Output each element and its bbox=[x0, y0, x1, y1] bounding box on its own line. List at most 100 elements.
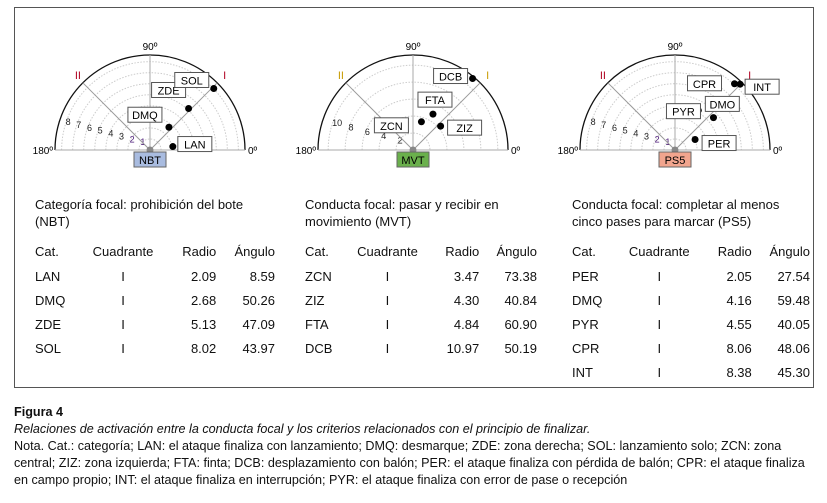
point-label-box bbox=[417, 91, 453, 108]
table-cell: 8.59 bbox=[249, 268, 275, 284]
data-table: Cat. Cuadrante Radio Ángulo PER I 2.05 27.54 DMQ… bbox=[572, 238, 810, 384]
angle-label-0: 0º bbox=[248, 146, 258, 157]
focal-label: PS5 bbox=[665, 155, 686, 167]
point-label-box bbox=[744, 78, 780, 95]
data-point bbox=[429, 110, 437, 118]
table-cell: 2.09 bbox=[190, 268, 217, 284]
table-cell: 73.38 bbox=[504, 268, 537, 284]
ring-label: 4 bbox=[381, 131, 386, 141]
table-cell: 4.16 bbox=[726, 292, 752, 308]
table-cell: I bbox=[657, 292, 662, 308]
panel-ps5: Conducta focal: completar al menos cinco… bbox=[572, 196, 810, 384]
point-label-box bbox=[704, 95, 740, 112]
table-cell: 48.06 bbox=[777, 340, 810, 356]
focal-box bbox=[396, 151, 430, 168]
point-label: INT bbox=[753, 82, 771, 94]
ring-label: 4 bbox=[108, 129, 113, 139]
ring-label: 6 bbox=[365, 127, 370, 137]
ring-label: 2 bbox=[655, 134, 660, 144]
ring-label: 8 bbox=[591, 117, 596, 127]
table-cell: I bbox=[121, 316, 125, 332]
table-cell: 43.97 bbox=[242, 340, 275, 356]
point-label-box bbox=[447, 119, 483, 136]
ring-label: 6 bbox=[87, 123, 92, 133]
table-cell: I bbox=[385, 316, 390, 332]
panel-nbt: Categoría focal: prohibición del bote (N… bbox=[35, 196, 275, 360]
table-row: DCB I 10.97 50.19 bbox=[305, 336, 537, 360]
table-cell: ZIZ bbox=[305, 292, 325, 308]
ring-label: 7 bbox=[601, 120, 606, 130]
quadrant-label-ii: II bbox=[338, 70, 344, 82]
table-row: ZDE I 5.13 47.09 bbox=[35, 312, 275, 336]
point-label: DCB bbox=[439, 72, 462, 84]
point-label-box bbox=[127, 106, 163, 123]
column-header: Ángulo bbox=[769, 243, 810, 259]
point-label: FTA bbox=[425, 95, 446, 107]
data-point bbox=[210, 84, 218, 92]
point-label-box bbox=[665, 103, 701, 120]
table-cell: DCB bbox=[305, 340, 333, 356]
column-header: Radio bbox=[445, 243, 480, 259]
table-cell: SOL bbox=[35, 340, 62, 356]
table-row: ZCN I 3.47 73.38 bbox=[305, 264, 537, 288]
table-cell: ZCN bbox=[305, 268, 332, 284]
table-cell: 8.06 bbox=[726, 340, 752, 356]
figure-caption: Figura 4 Relaciones de activación entre … bbox=[14, 404, 814, 489]
table-cell: 2.68 bbox=[190, 292, 217, 308]
table-cell: I bbox=[657, 340, 662, 356]
table-cell: 8.02 bbox=[190, 340, 217, 356]
data-point bbox=[437, 122, 445, 130]
point-label: DMQ bbox=[132, 110, 158, 122]
table-cell: 27.54 bbox=[777, 268, 810, 284]
table-row: DMQ I 2.68 50.26 bbox=[35, 288, 275, 312]
table-cell: INT bbox=[572, 364, 593, 380]
column-header: Radio bbox=[717, 243, 752, 259]
point-label-box bbox=[177, 136, 213, 153]
table-row: CPR I 8.06 48.06 bbox=[572, 336, 810, 360]
figure-note: Nota. Cat.: categoría; LAN: el ataque fi… bbox=[14, 439, 805, 487]
ring-label: 5 bbox=[623, 126, 628, 136]
figure-frame bbox=[14, 7, 814, 388]
grid-ring bbox=[608, 83, 742, 151]
table-row: PYR I 4.55 40.05 bbox=[572, 312, 810, 336]
table-cell: 4.84 bbox=[453, 316, 480, 332]
table-row: SOL I 8.02 43.97 bbox=[35, 336, 275, 360]
point-label: PER bbox=[708, 139, 731, 151]
column-header: Cuadrante bbox=[628, 243, 690, 259]
table-cell: FTA bbox=[305, 316, 329, 332]
ring-label: 3 bbox=[644, 131, 649, 141]
angle-label-90: 90º bbox=[668, 42, 683, 53]
ring-label: 3 bbox=[119, 131, 124, 141]
ring-label: 10 bbox=[332, 118, 342, 128]
table-cell: 50.26 bbox=[242, 292, 275, 308]
data-table: Cat. Cuadrante Radio Ángulo ZCN I 3.47 73.38 ZIZ… bbox=[305, 238, 537, 360]
quadrant-label-i: I bbox=[223, 70, 226, 82]
point-label: ZDE bbox=[158, 85, 180, 97]
angle-label-180: 180º bbox=[296, 146, 317, 157]
table-cell: I bbox=[657, 364, 662, 380]
table-cell: 10.97 bbox=[446, 340, 480, 356]
data-point bbox=[417, 118, 425, 126]
column-header: Cat. bbox=[572, 243, 596, 259]
table-cell: ZDE bbox=[35, 316, 61, 332]
table-row: ZIZ I 4.30 40.84 bbox=[305, 288, 537, 312]
point-label: SOL bbox=[181, 75, 203, 87]
ring-label: 4 bbox=[633, 129, 638, 139]
table-cell: PYR bbox=[572, 316, 599, 332]
angle-label-180: 180º bbox=[33, 146, 54, 157]
focal-box bbox=[133, 151, 167, 168]
point-label: ZCN bbox=[380, 121, 403, 133]
table-cell: 4.55 bbox=[726, 316, 752, 332]
data-point bbox=[709, 114, 717, 122]
ring-label: 2 bbox=[398, 136, 403, 146]
quadrant-label-i: I bbox=[486, 70, 489, 82]
table-row: FTA I 4.84 60.90 bbox=[305, 312, 537, 336]
grid-ring bbox=[663, 138, 687, 151]
data-table: Cat. Cuadrante Radio Ángulo LAN I 2.09 8.59 DMQ I… bbox=[35, 238, 275, 360]
table-cell: 8.38 bbox=[726, 364, 752, 380]
panel-description: Categoría focal: prohibición del bote (N… bbox=[35, 197, 244, 229]
table-cell: 4.30 bbox=[453, 292, 480, 308]
figure-subtitle: Relaciones de activación entre la conduc… bbox=[14, 422, 591, 436]
table-cell: CPR bbox=[572, 340, 600, 356]
